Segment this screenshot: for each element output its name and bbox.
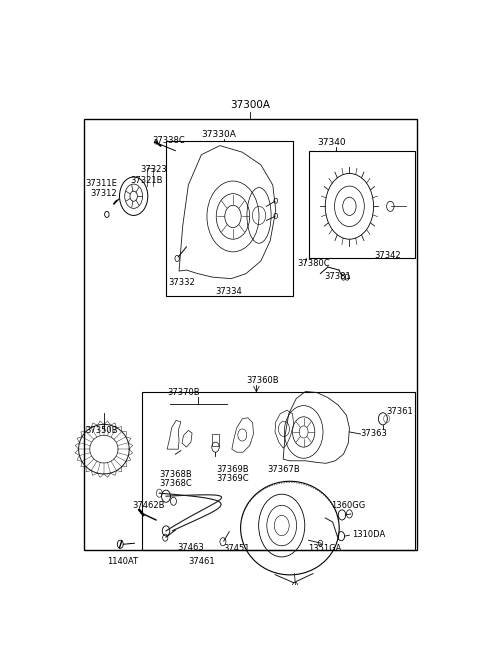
Text: 37342: 37342: [374, 252, 401, 260]
Bar: [84, 120, 417, 551]
Text: 37370B: 37370B: [167, 388, 200, 397]
Text: 37338C: 37338C: [152, 136, 185, 145]
Bar: [309, 150, 415, 258]
Text: 37332: 37332: [168, 278, 195, 286]
Text: 1310DA: 1310DA: [352, 530, 385, 539]
Text: 37369B: 37369B: [216, 465, 249, 474]
Text: 37368C: 37368C: [160, 479, 192, 488]
Text: 37369C: 37369C: [216, 474, 249, 483]
Text: 37381: 37381: [324, 271, 351, 281]
Text: 37350B: 37350B: [85, 426, 118, 435]
Text: 1360GG: 1360GG: [331, 501, 365, 510]
Text: 37461: 37461: [189, 557, 216, 566]
Text: 37323: 37323: [140, 166, 167, 174]
Text: 1140AT: 1140AT: [107, 557, 138, 566]
Text: 37312: 37312: [91, 189, 117, 198]
Text: 37334: 37334: [216, 287, 242, 296]
Text: 37368B: 37368B: [160, 470, 192, 479]
Text: 37380C: 37380C: [297, 260, 330, 269]
Text: 1351GA: 1351GA: [309, 544, 342, 553]
Text: 37462B: 37462B: [132, 501, 165, 510]
Text: 37363: 37363: [360, 430, 387, 438]
Text: 37311E: 37311E: [85, 179, 117, 187]
Text: 37360B: 37360B: [246, 376, 278, 385]
Bar: [142, 392, 415, 551]
Text: 37451: 37451: [224, 544, 250, 553]
Text: 37463: 37463: [177, 543, 204, 552]
Text: 37361: 37361: [386, 407, 413, 417]
Bar: [212, 434, 219, 445]
Text: 37321B: 37321B: [131, 175, 163, 185]
Bar: [166, 141, 292, 296]
Text: 37367B: 37367B: [267, 465, 300, 474]
Text: 37330A: 37330A: [202, 129, 236, 139]
Text: 37300A: 37300A: [230, 101, 270, 110]
Text: 37340: 37340: [317, 138, 346, 147]
